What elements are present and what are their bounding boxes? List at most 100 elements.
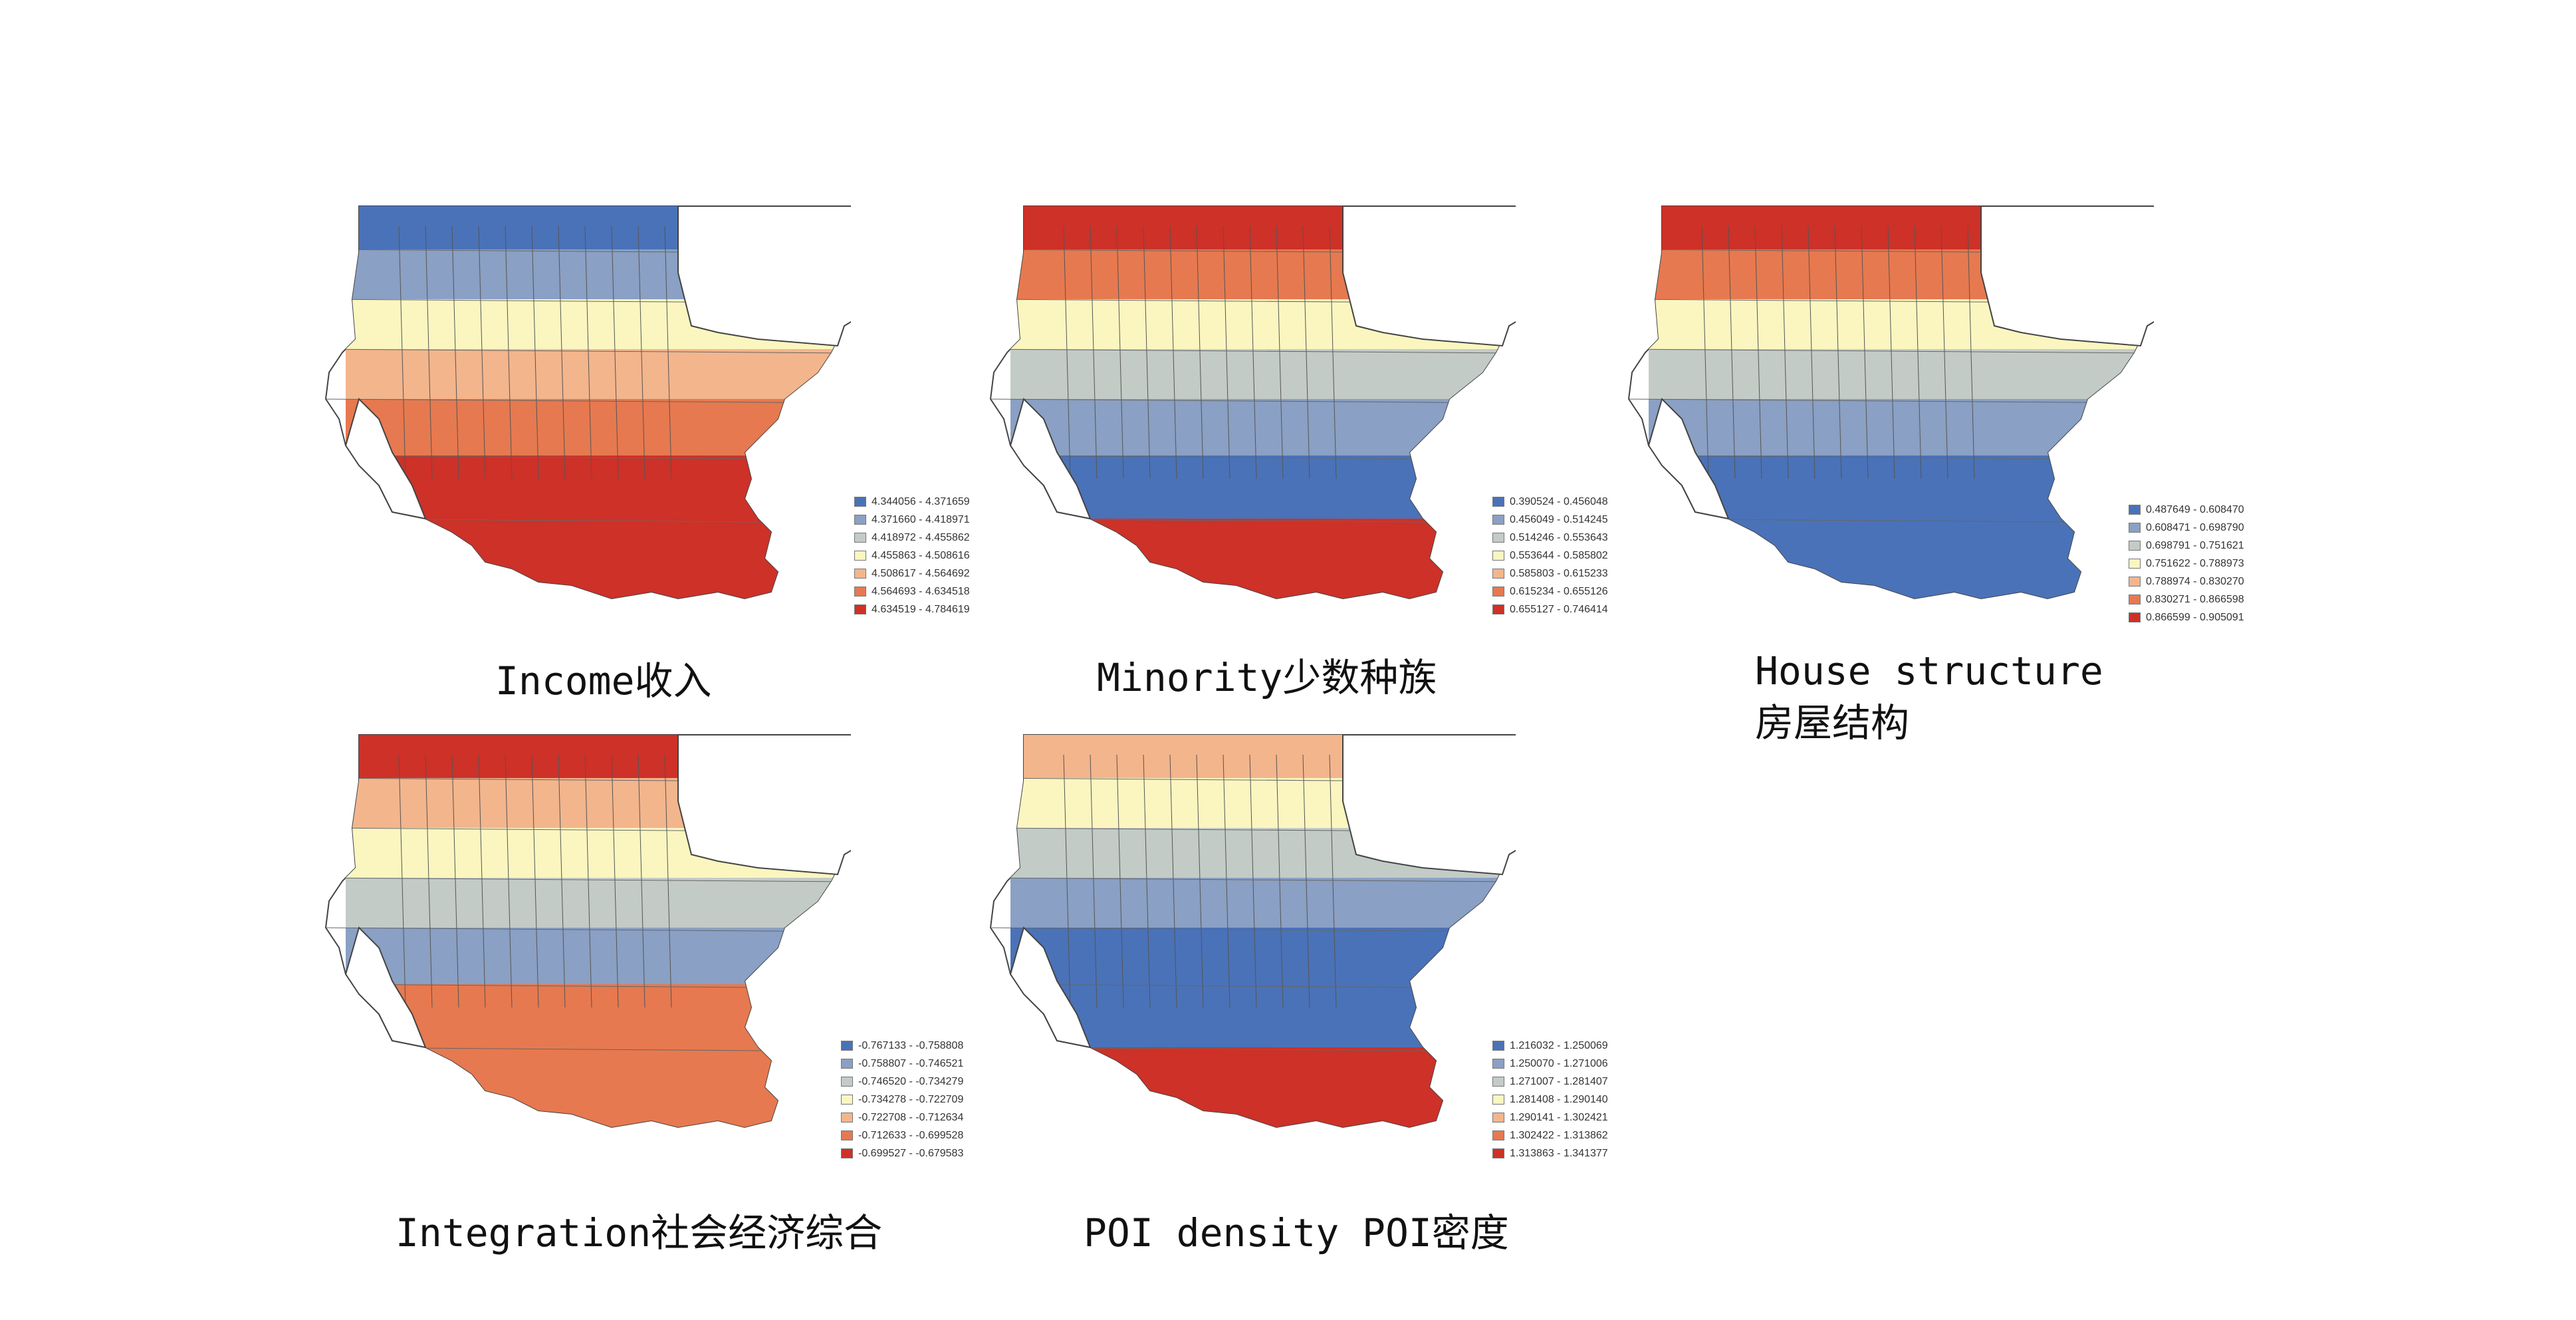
choropleth-band <box>346 928 851 984</box>
choropleth-band <box>1010 878 1516 928</box>
choropleth-map-poi-density <box>989 734 1516 1128</box>
tract-boundary <box>1629 348 2154 354</box>
legend-label: 0.585803 - 0.615233 <box>1510 567 1608 579</box>
tract-boundary <box>1302 754 1310 1008</box>
coast-area <box>1009 398 1092 520</box>
legend-item: 4.418972 - 4.455862 <box>854 531 970 545</box>
tract-boundary <box>558 754 566 1008</box>
legend-swatch <box>1492 515 1504 525</box>
choropleth-band <box>1010 928 1516 984</box>
tract-boundary <box>584 754 592 1008</box>
tract-boundary <box>638 225 645 479</box>
tract-boundary <box>478 754 486 1008</box>
tract-boundary <box>1834 225 1842 479</box>
legend-swatch <box>841 1113 853 1122</box>
tract-boundary <box>478 225 486 479</box>
tract-boundary <box>1967 225 1975 479</box>
coast-area <box>1009 926 1092 1049</box>
tract-boundary <box>1249 225 1257 479</box>
coast-area <box>344 926 427 1049</box>
choropleth-band <box>1649 519 2154 598</box>
tract-boundary <box>1914 225 1922 479</box>
choropleth-band <box>346 878 851 928</box>
legend-label: 0.553644 - 0.585802 <box>1510 549 1608 561</box>
legend-swatch <box>854 533 866 543</box>
legend-swatch <box>854 587 866 596</box>
legend-item: 0.788974 - 0.830270 <box>2129 575 2244 589</box>
tract-boundary <box>991 927 1516 932</box>
choropleth-band <box>1649 349 2154 399</box>
choropleth-band <box>1010 206 1383 249</box>
caption-integration: Integration社会经济综合 <box>396 1210 883 1255</box>
legend-swatch <box>1492 533 1504 543</box>
tract-boundary <box>505 754 513 1008</box>
legend-label: 0.514246 - 0.553643 <box>1510 531 1608 543</box>
legend-swatch <box>2129 612 2141 622</box>
legend-swatch <box>1492 1077 1504 1087</box>
legend-label: 4.344056 - 4.371659 <box>872 495 970 507</box>
choropleth-band <box>346 1047 851 1127</box>
legend-swatch <box>854 551 866 561</box>
legend-label: -0.758807 - -0.746521 <box>858 1057 964 1069</box>
legend-item: -0.699527 - -0.679583 <box>841 1146 963 1160</box>
legend-house-structure: 0.487649 - 0.608470 0.608471 - 0.698790 0.… <box>2129 503 2244 624</box>
legend-swatch <box>2129 505 2141 515</box>
legend-item: 4.455863 - 4.508616 <box>854 549 970 563</box>
legend-label: 1.290141 - 1.302421 <box>1510 1111 1608 1123</box>
tract-boundary <box>1223 225 1230 479</box>
legend-item: 0.830271 - 0.866598 <box>2129 593 2244 606</box>
legend-item: 0.514246 - 0.553643 <box>1492 531 1608 545</box>
unshaded-area <box>1342 205 1516 347</box>
legend-item: 0.698791 - 0.751621 <box>2129 539 2244 553</box>
legend-swatch <box>854 497 866 507</box>
tract-boundary <box>991 348 1516 354</box>
legend-swatch <box>854 515 866 525</box>
legend-label: -0.699527 - -0.679583 <box>858 1147 964 1159</box>
choropleth-band <box>1010 349 1516 399</box>
tract-boundary <box>1754 225 1762 479</box>
panel-integration: -0.767133 - -0.758808 -0.758807 - -0.7465… <box>319 728 963 1167</box>
unshaded-area <box>1342 734 1516 876</box>
legend-income: 4.344056 - 4.371659 4.371660 - 4.418971 4.… <box>854 495 970 616</box>
legend-item: 4.344056 - 4.371659 <box>854 495 970 509</box>
tract-boundary <box>1887 225 1895 479</box>
panel-poi-density: 1.216032 - 1.250069 1.250070 - 1.271006 1.… <box>984 728 1608 1167</box>
legend-swatch <box>1492 551 1504 561</box>
legend-item: -0.758807 - -0.746521 <box>841 1057 963 1071</box>
choropleth-band <box>1010 519 1516 598</box>
legend-label: 1.250070 - 1.271006 <box>1510 1057 1608 1069</box>
legend-label: 1.281408 - 1.290140 <box>1510 1093 1608 1105</box>
legend-swatch <box>841 1148 853 1158</box>
legend-item: 0.390524 - 0.456048 <box>1492 495 1608 509</box>
legend-label: 4.634519 - 4.784619 <box>872 603 970 615</box>
choropleth-map-income <box>324 205 851 600</box>
legend-label: 0.698791 - 0.751621 <box>2146 539 2244 551</box>
choropleth-band <box>1010 778 1383 828</box>
legend-label: 0.390524 - 0.456048 <box>1510 495 1608 507</box>
legend-swatch <box>2129 577 2141 587</box>
tract-boundary <box>1302 225 1310 479</box>
tract-boundary <box>1808 225 1815 479</box>
legend-label: 0.655127 - 0.746414 <box>1510 603 1608 615</box>
tract-boundary <box>1090 754 1098 1008</box>
legend-swatch <box>2129 594 2141 604</box>
tract-boundary <box>451 225 459 479</box>
tract-boundary <box>1781 225 1789 479</box>
legend-swatch <box>2129 541 2141 551</box>
legend-item: 1.302422 - 1.313862 <box>1492 1128 1608 1142</box>
tract-boundary <box>1728 225 1736 479</box>
tract-boundary <box>991 398 1516 404</box>
tract-boundary <box>1116 754 1124 1008</box>
legend-swatch <box>1492 1113 1504 1122</box>
caption-house-structure-en: House structure <box>1755 648 2103 694</box>
tract-boundary <box>1169 754 1177 1008</box>
legend-swatch <box>1492 1059 1504 1069</box>
legend-swatch <box>841 1077 853 1087</box>
choropleth-band <box>1010 249 1383 299</box>
tract-boundary <box>1329 225 1337 479</box>
legend-label: 1.216032 - 1.250069 <box>1510 1039 1608 1051</box>
choropleth-band <box>346 519 851 598</box>
tract-boundary <box>1276 225 1284 479</box>
choropleth-band <box>1010 1047 1516 1127</box>
